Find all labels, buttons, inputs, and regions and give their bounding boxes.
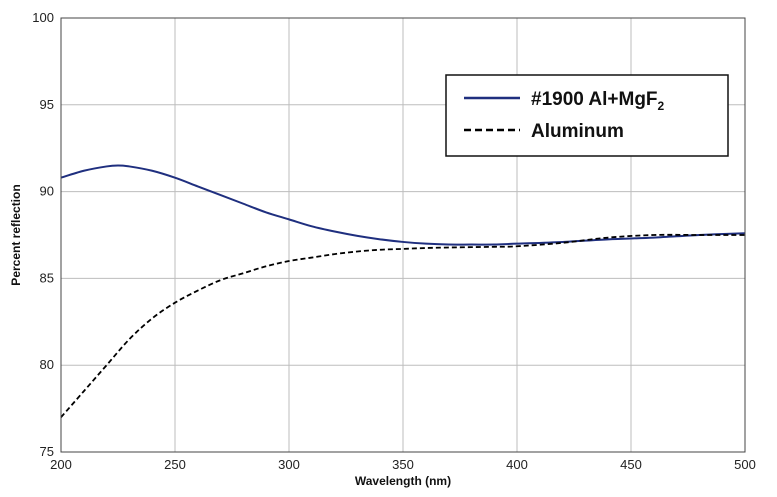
y-tick-label: 95 — [40, 97, 54, 112]
y-tick-label: 80 — [40, 357, 54, 372]
x-tick-label: 300 — [278, 457, 300, 472]
legend-label-subscript: 2 — [658, 99, 665, 113]
x-tick-label: 400 — [506, 457, 528, 472]
x-tick-label: 450 — [620, 457, 642, 472]
y-axis-label: Percent reflection — [9, 184, 23, 285]
legend-label-0: #1900 Al+MgF2 — [531, 89, 665, 113]
y-tick-label: 90 — [40, 184, 54, 199]
x-tick-label: 500 — [734, 457, 756, 472]
legend: #1900 Al+MgF2 Aluminum — [445, 74, 729, 157]
y-tick-label: 100 — [32, 10, 54, 25]
legend-label-1: Aluminum — [531, 121, 624, 142]
y-tick-label: 75 — [40, 444, 54, 459]
series-line-0 — [60, 164, 746, 246]
plot-frame — [60, 17, 746, 453]
legend-box — [445, 74, 729, 157]
x-axis-label: Wavelength (nm) — [355, 474, 451, 488]
series-line-1 — [60, 233, 745, 418]
x-tick-label: 350 — [392, 457, 414, 472]
x-tick-label: 200 — [50, 457, 72, 472]
x-tick-label: 250 — [164, 457, 186, 472]
series-lines — [60, 164, 746, 418]
y-tick-label: 85 — [40, 270, 54, 285]
tick-labels: 200 250 300 350 400 450 500 75 80 85 90 95 100 — [32, 10, 756, 472]
